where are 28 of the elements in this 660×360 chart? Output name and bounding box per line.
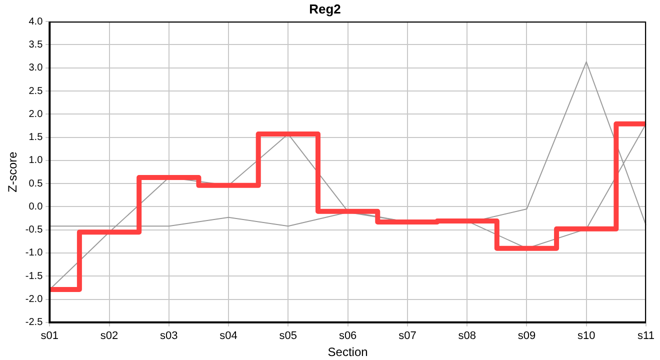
y-tick-label: -0.5 [25,224,44,236]
x-tick-label: s02 [100,330,118,342]
x-tick-label: s09 [518,330,536,342]
x-tick-label: s05 [279,330,298,342]
x-tick-label: s06 [338,330,357,342]
y-tick-label: -1.0 [25,248,44,259]
x-tick-label: s03 [160,330,178,342]
y-tick-label: 0.0 [28,201,44,212]
y-tick-label: -2.5 [25,317,44,328]
x-tick-label: s08 [458,330,476,342]
x-axis-title: Section [328,345,368,360]
x-tick-label: s07 [398,330,416,342]
chart-title: Reg2 [309,1,341,16]
y-tick-label: 3.0 [28,62,44,74]
y-tick-label: 2.0 [28,108,44,120]
y-tick-label: 1.5 [28,132,44,144]
y-tick-label: -2.0 [25,294,44,306]
y-tick-label: -1.5 [25,270,44,282]
x-tick-label: s10 [577,330,596,342]
x-tick-label: s11 [638,330,654,342]
y-tick-label: 3.5 [28,39,44,50]
y-tick-label: 2.5 [28,86,44,97]
y-tick-label: 0.5 [28,178,44,190]
x-tick-label: s01 [40,330,59,342]
y-tick-label: 1.0 [28,155,44,166]
y-tick-label: 4.0 [28,16,44,28]
y-axis-title: Z-score [6,151,20,192]
x-tick-label: s04 [220,330,238,342]
